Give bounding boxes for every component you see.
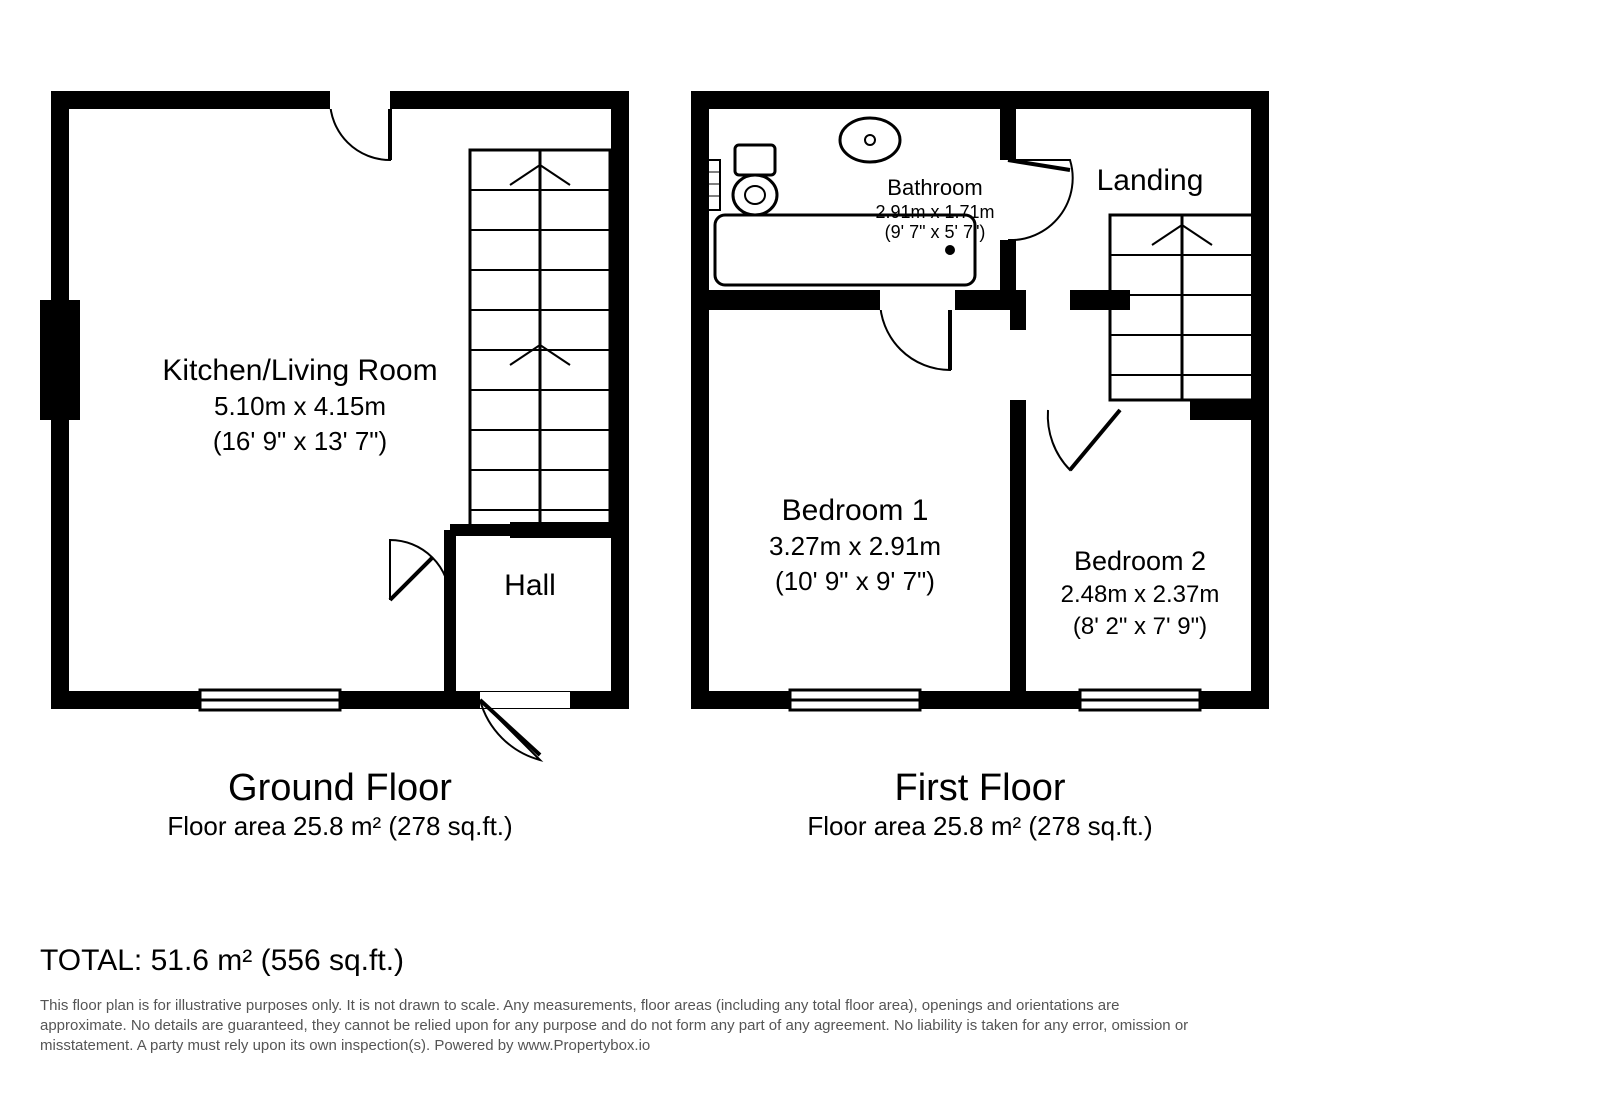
- bathroom-label: Bathroom: [887, 175, 982, 200]
- ground-title: Ground Floor: [228, 767, 452, 809]
- first-title: First Floor: [895, 767, 1066, 809]
- bed-divider-wall: [1010, 400, 1026, 700]
- first-floor: Bathroom 2.91m x 1.71m (9' 7" x 5' 7") L…: [700, 100, 1260, 841]
- bed1-dim-ft: (10' 9" x 9' 7"): [775, 566, 935, 596]
- bathroom-dim-ft: (9' 7" x 5' 7"): [885, 222, 986, 242]
- floor-plan-page: Kitchen/Living Room 5.10m x 4.15m (16' 9…: [0, 0, 1600, 1119]
- sink-icon: [840, 118, 900, 162]
- ground-stairs: [470, 150, 610, 530]
- mid-wall-mid: [1070, 290, 1130, 310]
- disclaimer-line-3: misstatement. A party must rely upon its…: [40, 1037, 650, 1054]
- ground-window: [200, 690, 340, 710]
- floor-plan-svg: Kitchen/Living Room 5.10m x 4.15m (16' 9…: [0, 0, 1600, 1119]
- bed1-door: [880, 300, 950, 370]
- first-window-1: [790, 690, 920, 710]
- kitchen-dim-ft: (16' 9" x 13' 7"): [213, 426, 387, 456]
- disclaimer-line-1: This floor plan is for illustrative purp…: [40, 997, 1119, 1014]
- ground-top-opening: [330, 91, 390, 109]
- bathroom-dim-m: 2.91m x 1.71m: [875, 202, 994, 222]
- ground-floor: Kitchen/Living Room 5.10m x 4.15m (16' 9…: [40, 91, 620, 841]
- first-area: Floor area 25.8 m² (278 sq.ft.): [807, 811, 1152, 841]
- bed2-dim-m: 2.48m x 2.37m: [1061, 581, 1220, 608]
- total-area: TOTAL: 51.6 m² (556 sq.ft.): [40, 944, 404, 977]
- front-door-gap: [480, 692, 570, 708]
- bathroom-door: [1008, 160, 1073, 240]
- hall-label: Hall: [504, 569, 556, 602]
- first-window-2: [1080, 690, 1200, 710]
- bed1-label: Bedroom 1: [782, 494, 929, 527]
- first-stairs: [1110, 215, 1255, 400]
- hall-wall-h2: [510, 522, 620, 538]
- kitchen-label: Kitchen/Living Room: [162, 354, 437, 387]
- bed2-label: Bedroom 2: [1074, 546, 1206, 576]
- kitchen-dim-m: 5.10m x 4.15m: [214, 391, 386, 421]
- bed2-door: [1048, 410, 1120, 470]
- landing-label: Landing: [1097, 164, 1204, 197]
- disclaimer-line-2: approximate. No details are guaranteed, …: [40, 1017, 1188, 1034]
- ground-chimney: [40, 300, 80, 420]
- toilet-icon: [733, 145, 777, 215]
- ground-area: Floor area 25.8 m² (278 sq.ft.): [167, 811, 512, 841]
- bed1-dim-m: 3.27m x 2.91m: [769, 531, 941, 561]
- mid-wall-right: [1190, 400, 1260, 420]
- bed2-dim-ft: (8' 2" x 7' 9"): [1073, 613, 1207, 640]
- mid-wall-left: [700, 290, 1010, 310]
